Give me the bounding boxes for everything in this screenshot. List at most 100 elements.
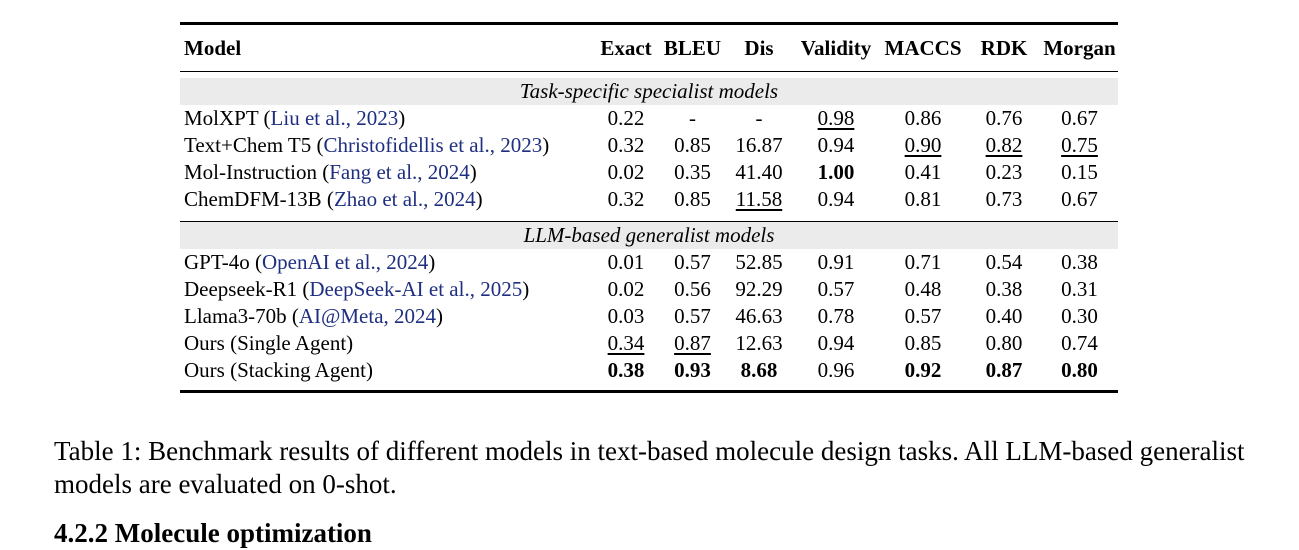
metric-value: 0.87 [985,358,1023,382]
metric-cell-exact: 0.03 [592,303,660,330]
column-header: Morgan [1043,35,1116,60]
metric-cell-exact: 0.32 [592,132,660,159]
metric-cell-exact: 0.02 [592,276,660,303]
metric-value: 0.94 [817,331,855,355]
metric-value: 0.85 [674,187,711,211]
metric-value: 11.58 [735,187,783,211]
column-header: Exact [600,35,652,60]
metric-cell-validity: 0.96 [793,357,879,384]
column-header: Model [184,35,242,60]
metric-value: 0.38 [1061,250,1098,274]
metric-value: 0.32 [607,187,645,211]
column-header: RDK [980,35,1028,60]
model-name-cell: MolXPT (Liu et al., 2023) [180,105,592,132]
metric-value: 0.93 [674,358,711,382]
table-row: Text+Chem T5 (Christofidellis et al., 20… [180,132,1118,159]
metric-value: - [755,106,763,130]
section-heading: 4.2.2 Molecule optimization [54,518,372,548]
model-name-cell: Llama3-70b (AI@Meta, 2024) [180,303,592,330]
metric-cell-rdk: 0.76 [967,105,1041,132]
table-row: ChemDFM-13B (Zhao et al., 2024) 0.32 0.85 1… [180,186,1118,213]
group-title: LLM-based generalist models [180,222,1118,249]
citation-link[interactable]: Zhao et al., 2024 [333,187,476,211]
metric-cell-bleu: 0.57 [660,249,725,276]
metric-value: 0.76 [985,106,1023,130]
metric-cell-bleu: 0.85 [660,132,725,159]
citation-close: ) [469,160,477,184]
metric-cell-rdk: 0.23 [967,159,1041,186]
model-name: Ours (Stacking Agent) [184,358,373,382]
column-header: Dis [744,35,774,60]
metric-cell-morgan: 0.15 [1041,159,1118,186]
metric-cell-rdk: 0.80 [967,330,1041,357]
metric-cell-morgan: 0.31 [1041,276,1118,303]
citation-link[interactable]: DeepSeek-AI et al., 2025 [309,277,523,301]
model-name: Llama3-70b ( [184,304,299,328]
metric-value: 0.31 [1061,277,1098,301]
metric-value: 46.63 [735,304,783,328]
metric-cell-dis: 12.63 [725,330,793,357]
metric-value: 92.29 [735,277,783,301]
metric-value: 0.15 [1061,160,1098,184]
metric-cell-morgan: 0.67 [1041,186,1118,213]
metric-value: 0.81 [904,187,942,211]
citation-link[interactable]: OpenAI et al., 2024 [261,250,429,274]
table-row: Ours (Stacking Agent) 0.38 0.93 8.68 0.96 0.9… [180,357,1118,384]
model-name: MolXPT ( [184,106,271,130]
model-name-cell: GPT-4o (OpenAI et al., 2024) [180,249,592,276]
table-caption: Table 1: Benchmark results of different … [54,436,1245,499]
metric-value: 0.57 [674,304,711,328]
metric-value: 0.67 [1061,187,1098,211]
table-row: MolXPT (Liu et al., 2023) 0.22 - - 0.98 0.86 0… [180,105,1118,132]
model-name-cell: Ours (Stacking Agent) [180,357,592,384]
column-header: MACCS [884,35,962,60]
metric-cell-exact: 0.34 [592,330,660,357]
metric-value: 16.87 [735,133,783,157]
metric-value: - [689,106,696,130]
citation-close: ) [428,250,436,274]
table-row: Llama3-70b (AI@Meta, 2024) 0.03 0.57 46.63 0… [180,303,1118,330]
table-row: GPT-4o (OpenAI et al., 2024) 0.01 0.57 52.8… [180,249,1118,276]
metric-value: 0.38 [607,358,645,382]
metric-value: 0.85 [674,133,711,157]
metric-cell-bleu: 0.85 [660,186,725,213]
metric-cell-validity: 0.94 [793,186,879,213]
results-table-container: Model Exact BLEU Dis Validity MACCS RDK … [180,22,1118,394]
metric-value: 0.94 [817,133,855,157]
metric-value: 0.80 [985,331,1023,355]
metric-value: 1.00 [817,160,855,184]
metric-value: 0.57 [817,277,855,301]
metric-cell-morgan: 0.75 [1041,132,1118,159]
citation-link[interactable]: AI@Meta, 2024 [298,304,437,328]
metric-cell-validity: 0.94 [793,132,879,159]
metric-value: 0.94 [817,187,855,211]
metric-cell-maccs: 0.85 [879,330,967,357]
table-row: Ours (Single Agent) 0.34 0.87 12.63 0.94 0.85… [180,330,1118,357]
citation-close: ) [522,277,530,301]
metric-value: 0.86 [904,106,942,130]
metric-value: 0.71 [904,250,942,274]
metric-cell-morgan: 0.38 [1041,249,1118,276]
citation-link[interactable]: Fang et al., 2024 [329,160,470,184]
metric-cell-maccs: 0.48 [879,276,967,303]
metric-cell-rdk: 0.54 [967,249,1041,276]
results-table: Model Exact BLEU Dis Validity MACCS RDK … [180,22,1118,394]
metric-cell-validity: 1.00 [793,159,879,186]
metric-cell-exact: 0.32 [592,186,660,213]
citation-close: ) [475,187,483,211]
metric-cell-exact: 0.38 [592,357,660,384]
metric-cell-exact: 0.01 [592,249,660,276]
metric-value: 0.74 [1061,331,1098,355]
citation-close: ) [398,106,406,130]
metric-cell-validity: 0.94 [793,330,879,357]
model-name-cell: Text+Chem T5 (Christofidellis et al., 20… [180,132,592,159]
citation-link[interactable]: Christofidellis et al., 2023 [323,133,543,157]
model-name-cell: Deepseek-R1 (DeepSeek-AI et al., 2025) [180,276,592,303]
group-gap [180,213,1118,222]
metric-cell-dis: 92.29 [725,276,793,303]
metric-cell-dis: 41.40 [725,159,793,186]
citation-link[interactable]: Liu et al., 2023 [270,106,399,130]
metric-cell-exact: 0.22 [592,105,660,132]
metric-cell-bleu: 0.56 [660,276,725,303]
metric-value: 0.35 [674,160,711,184]
